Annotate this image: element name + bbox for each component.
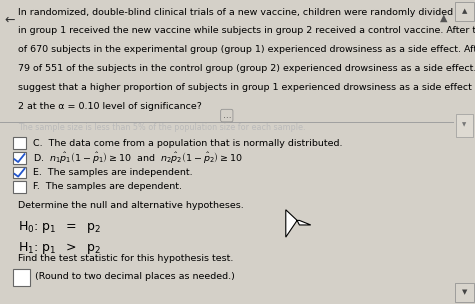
Text: D.  $n_1\hat{p}_1\left(1-\hat{p}_1\right)\geq 10$  and  $n_2\hat{p}_2\left(1-\ha: D. $n_1\hat{p}_1\left(1-\hat{p}_1\right)… <box>33 150 242 165</box>
Text: ▼: ▼ <box>462 122 466 127</box>
Text: In randomized, double-blind clinical trials of a new vaccine, children were rand: In randomized, double-blind clinical tri… <box>18 8 475 17</box>
Text: Find the test statistic for this hypothesis test.: Find the test statistic for this hypothe… <box>18 254 234 263</box>
Polygon shape <box>286 210 311 237</box>
FancyBboxPatch shape <box>13 181 26 193</box>
Text: in group 1 received the new vaccine while subjects in group 2 received a control: in group 1 received the new vaccine whil… <box>18 26 475 36</box>
Text: ▼: ▼ <box>462 289 467 295</box>
Text: (Round to two decimal places as needed.): (Round to two decimal places as needed.) <box>35 272 235 281</box>
Text: of 670 subjects in the experimental group (group 1) experienced drowsiness as a : of 670 subjects in the experimental grou… <box>18 45 475 54</box>
Text: H$_1$: p$_1$  $>$  p$_2$: H$_1$: p$_1$ $>$ p$_2$ <box>18 240 102 256</box>
Text: H$_0$: p$_1$  $=$  p$_2$: H$_0$: p$_1$ $=$ p$_2$ <box>18 219 102 236</box>
Text: ▲: ▲ <box>462 8 467 14</box>
FancyBboxPatch shape <box>13 152 26 164</box>
Text: suggest that a higher proportion of subjects in group 1 experienced drowsiness a: suggest that a higher proportion of subj… <box>18 83 475 92</box>
Text: F.  The samples are dependent.: F. The samples are dependent. <box>33 182 181 192</box>
FancyBboxPatch shape <box>13 269 30 286</box>
FancyBboxPatch shape <box>13 137 26 149</box>
Text: 2 at the α = 0.10 level of significance?: 2 at the α = 0.10 level of significance? <box>18 102 202 111</box>
Text: C.  The data come from a population that is normally distributed.: C. The data come from a population that … <box>33 139 342 148</box>
Text: Determine the null and alternative hypotheses.: Determine the null and alternative hypot… <box>18 201 244 210</box>
FancyBboxPatch shape <box>456 114 473 137</box>
Text: ...: ... <box>222 111 231 120</box>
Text: ←: ← <box>4 13 15 26</box>
Text: E.  The samples are independent.: E. The samples are independent. <box>33 168 192 177</box>
Text: 79 of 551 of the subjects in the control group (group 2) experienced drowsiness : 79 of 551 of the subjects in the control… <box>18 64 475 73</box>
FancyBboxPatch shape <box>13 167 26 178</box>
FancyBboxPatch shape <box>455 283 474 302</box>
Text: The sample size is less than 5% of the population size for each sample.: The sample size is less than 5% of the p… <box>18 123 305 132</box>
Text: ▲: ▲ <box>440 13 448 23</box>
FancyBboxPatch shape <box>455 2 474 21</box>
